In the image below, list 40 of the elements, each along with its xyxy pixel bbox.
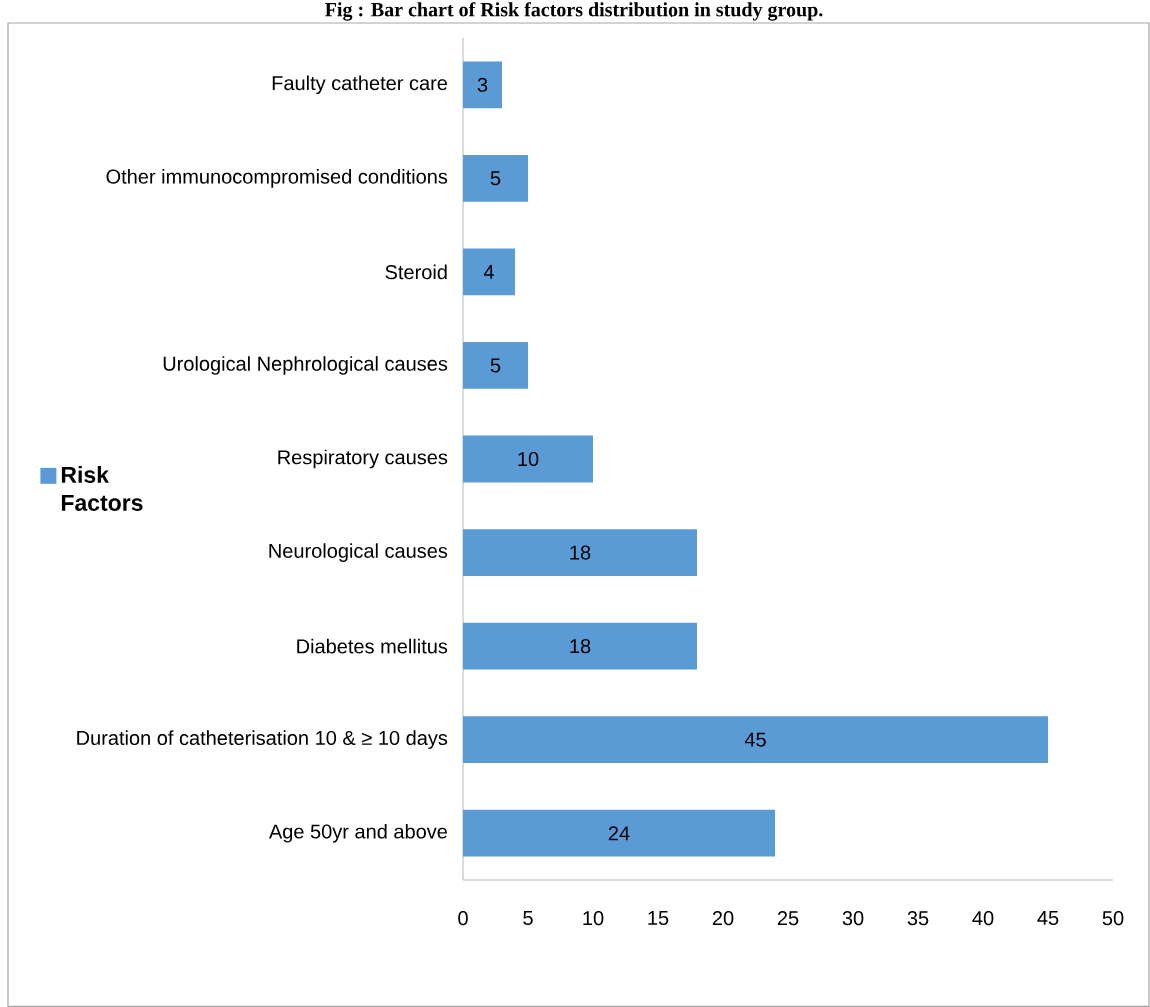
- y-tick-label: Respiratory causes: [278, 449, 448, 469]
- x-tick-label: 40: [972, 911, 994, 926]
- bar: [463, 61, 502, 109]
- data-label: 24: [608, 826, 630, 841]
- data-label: 18: [570, 545, 591, 560]
- x-tick-label: 30: [842, 911, 864, 926]
- y-tick-label: Duration of catheterisation 10 & ≥ 10 days: [77, 730, 448, 749]
- y-tick-label: Neurological causes: [269, 543, 448, 562]
- y-tick-label: Other immunocompromised conditions: [106, 169, 448, 188]
- data-label: 4: [483, 265, 494, 279]
- x-tick-label: 25: [777, 911, 799, 926]
- x-tick-label: 5: [523, 911, 533, 926]
- y-tick-label: Diabetes mellitus: [297, 638, 448, 654]
- data-label: 45: [744, 732, 766, 747]
- data-label: 18: [570, 639, 591, 654]
- y-tick-label: Faulty catheter care: [272, 75, 448, 95]
- data-label: 10: [518, 451, 539, 467]
- bar: [463, 435, 594, 483]
- legend-label: Risk Factors: [61, 466, 143, 511]
- bar: [463, 154, 529, 202]
- bar: [463, 342, 529, 389]
- x-tick-label: 45: [1037, 911, 1059, 926]
- x-tick-label: 10: [583, 911, 604, 926]
- bar: [463, 716, 1048, 764]
- data-label: 5: [490, 171, 501, 186]
- data-label: 5: [490, 358, 501, 373]
- y-tick-label: Urological Nephrological causes: [163, 356, 448, 375]
- x-tick-label: 0: [458, 911, 468, 926]
- bar: [463, 529, 697, 576]
- x-tick-label: 50: [1102, 911, 1124, 926]
- y-tick-label: Steroid: [385, 264, 447, 280]
- y-tick-label: Age 50yr and above: [268, 823, 447, 843]
- x-tick-label: 15: [648, 911, 669, 926]
- data-label: 3: [477, 77, 488, 92]
- chart-title: Fig : Bar chart of Risk factors distribution in study group.: [325, 2, 823, 21]
- bar: [463, 248, 515, 296]
- x-tick-label: 20: [712, 911, 734, 926]
- x-tick-label: 35: [907, 911, 929, 926]
- bar: [463, 622, 697, 670]
- bar: [463, 809, 776, 857]
